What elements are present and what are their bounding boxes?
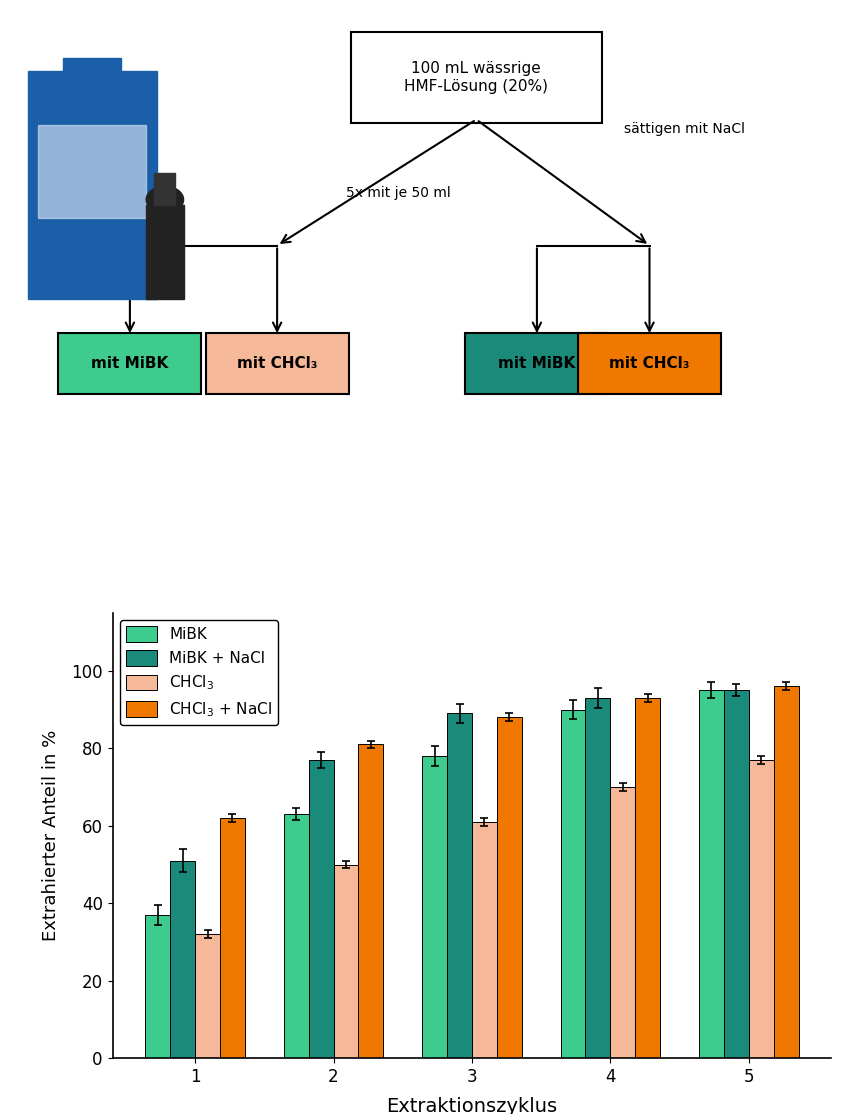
Bar [773, 686, 798, 1058]
Bar [333, 864, 359, 1058]
Text: mit CHCl₃: mit CHCl₃ [610, 356, 689, 371]
Text: 100 mL wässrige
HMF-Lösung (20%): 100 mL wässrige HMF-Lösung (20%) [404, 61, 548, 94]
Bar [284, 814, 308, 1058]
Text: mit MiBK: mit MiBK [91, 356, 169, 371]
Bar [560, 710, 585, 1058]
FancyBboxPatch shape [206, 333, 349, 394]
Bar [28, 71, 157, 299]
Bar [636, 698, 660, 1058]
Bar [63, 58, 121, 85]
X-axis label: Extraktionszyklus: Extraktionszyklus [386, 1097, 558, 1114]
Bar [611, 788, 636, 1058]
Bar [724, 691, 749, 1058]
Bar [220, 818, 245, 1058]
Legend: MiBK, MiBK + NaCl, CHCl$_3$, CHCl$_3$ + NaCl: MiBK, MiBK + NaCl, CHCl$_3$, CHCl$_3$ + … [120, 620, 278, 725]
Bar [38, 125, 146, 218]
Ellipse shape [146, 186, 184, 213]
Text: mit MiBK: mit MiBK [498, 356, 576, 371]
FancyBboxPatch shape [58, 333, 202, 394]
Bar [154, 173, 175, 205]
Bar [472, 822, 497, 1058]
Bar [749, 760, 773, 1058]
Text: 5x mit je 50 ml: 5x mit je 50 ml [346, 186, 450, 201]
FancyBboxPatch shape [466, 333, 609, 394]
Bar [497, 717, 522, 1058]
Bar [359, 744, 384, 1058]
Bar [422, 756, 447, 1058]
Bar [171, 861, 195, 1058]
FancyBboxPatch shape [351, 32, 602, 123]
Bar [447, 713, 472, 1058]
FancyBboxPatch shape [578, 333, 721, 394]
Bar [585, 698, 611, 1058]
Text: sättigen mit NaCl: sättigen mit NaCl [624, 121, 745, 136]
Bar [195, 935, 220, 1058]
Bar [145, 915, 171, 1058]
Bar [146, 205, 184, 299]
Y-axis label: Extrahierter Anteil in %: Extrahierter Anteil in % [42, 730, 60, 941]
Bar [699, 691, 724, 1058]
Text: mit CHCl₃: mit CHCl₃ [237, 356, 317, 371]
Bar [308, 760, 333, 1058]
